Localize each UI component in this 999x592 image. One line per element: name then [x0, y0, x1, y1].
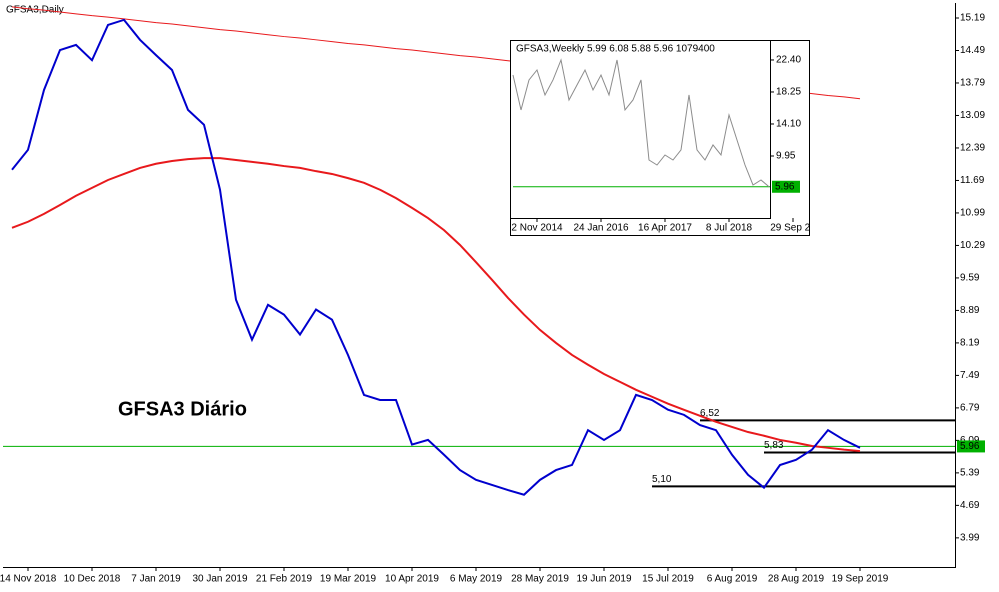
- level-label: 5,10: [652, 474, 672, 485]
- y-tick-label: 8.89: [960, 305, 980, 316]
- inset-title: GFSA3,Weekly 5.99 6.08 5.88 5.96 1079400: [516, 44, 715, 55]
- y-tick-label: 6.79: [960, 403, 980, 414]
- y-tick-label: 5.39: [960, 468, 980, 479]
- x-tick-label: 7 Jan 2019: [131, 574, 181, 585]
- x-tick-label: 24 Jan 2016: [573, 223, 628, 234]
- x-tick-label: 15 Jul 2019: [642, 574, 694, 585]
- y-tick-label: 10.29: [960, 240, 985, 251]
- x-tick-label: 6 Aug 2019: [707, 574, 758, 585]
- y-tick-label: 15.19: [960, 13, 985, 24]
- x-tick-label: 29 Sep 20: [770, 223, 816, 234]
- x-tick-label: 10 Apr 2019: [385, 574, 439, 585]
- y-tick-label: 13.09: [960, 110, 985, 121]
- y-tick-label: 22.40: [776, 55, 801, 66]
- y-tick-label: 14.49: [960, 45, 985, 56]
- y-tick-label: 11.69: [960, 175, 985, 186]
- x-tick-label: 19 Sep 2019: [832, 574, 889, 585]
- inset-chart: GFSA3,Weekly 5.99 6.08 5.88 5.96 1079400…: [510, 40, 816, 236]
- x-tick-label: 8 Jul 2018: [706, 223, 753, 234]
- x-tick-label: 19 Jun 2019: [576, 574, 631, 585]
- y-tick-label: 9.95: [776, 151, 796, 162]
- x-tick-label: 21 Feb 2019: [256, 574, 313, 585]
- last-price-box: [957, 440, 985, 453]
- y-tick-label: 8.19: [960, 338, 980, 349]
- last-price-label: 5.96: [775, 181, 795, 192]
- x-tick-label: 2 Nov 2014: [511, 223, 563, 234]
- price-line: [11, 18, 861, 496]
- y-tick-label: 18.25: [776, 87, 801, 98]
- y-tick-label: 9.59: [960, 273, 980, 284]
- last-price-box: [772, 180, 800, 193]
- y-tick-label: 14.10: [776, 119, 801, 130]
- x-tick-label: 30 Jan 2019: [192, 574, 247, 585]
- y-tick-label: 4.69: [960, 500, 980, 511]
- x-tick-label: 10 Dec 2018: [64, 574, 121, 585]
- price-line: [512, 58, 770, 188]
- y-tick-label: 12.39: [960, 143, 985, 154]
- level-label: 5,83: [764, 440, 784, 451]
- last-price-label: 5.96: [960, 441, 980, 452]
- x-tick-label: 19 Mar 2019: [320, 574, 377, 585]
- annotation: GFSA3 Diário: [118, 398, 247, 420]
- inset-frame: [510, 40, 810, 236]
- x-tick-label: 14 Nov 2018: [0, 574, 57, 585]
- chart-title: GFSA3,Daily: [6, 5, 64, 16]
- x-tick-label: 16 Apr 2017: [638, 223, 692, 234]
- level-label: 6,52: [700, 408, 720, 419]
- x-tick-label: 28 May 2019: [511, 574, 569, 585]
- price-line: [11, 157, 861, 453]
- y-tick-label: 7.49: [960, 370, 980, 381]
- y-tick-label: 3.99: [960, 533, 980, 544]
- y-tick-label: 13.79: [960, 78, 985, 89]
- x-tick-label: 28 Aug 2019: [768, 574, 825, 585]
- x-tick-label: 6 May 2019: [450, 574, 503, 585]
- y-tick-label: 10.99: [960, 208, 985, 219]
